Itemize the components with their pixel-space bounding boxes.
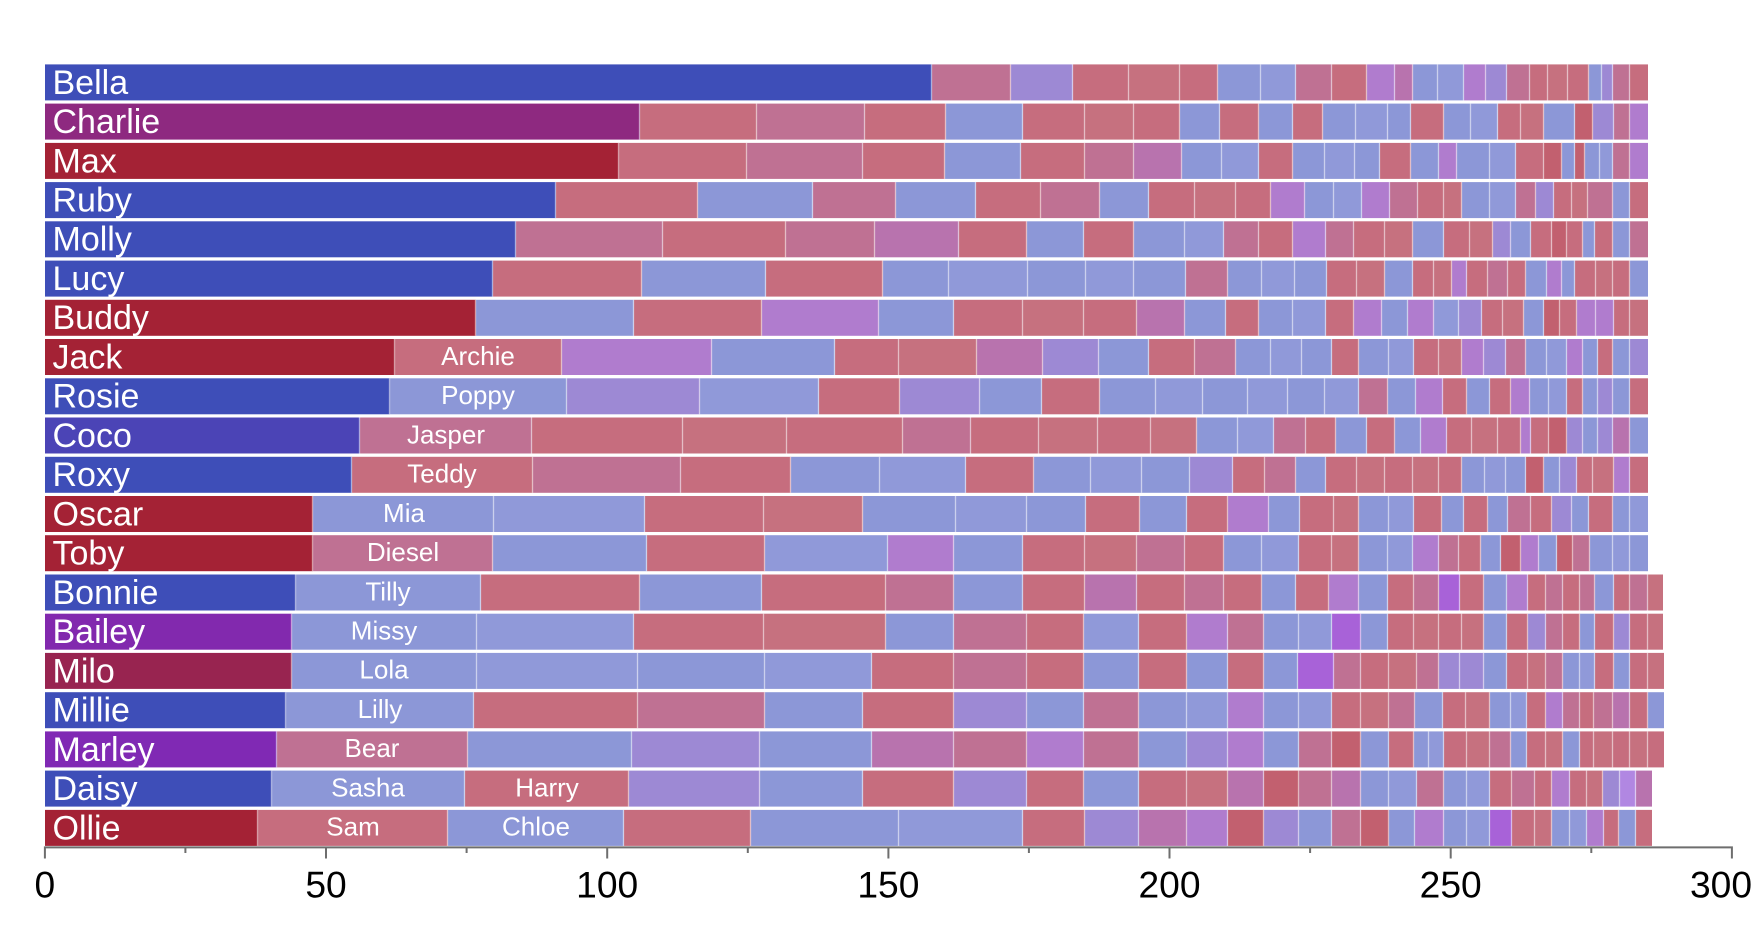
svg-text:Sam: Sam xyxy=(326,812,379,842)
svg-text:Rosie: Rosie xyxy=(53,378,140,416)
svg-text:100: 100 xyxy=(576,863,638,905)
svg-text:Lilly: Lilly xyxy=(358,694,403,724)
svg-text:Bear: Bear xyxy=(345,733,400,763)
svg-text:Chloe: Chloe xyxy=(502,812,570,842)
svg-text:Teddy: Teddy xyxy=(407,459,476,489)
svg-text:Millie: Millie xyxy=(53,692,130,730)
svg-text:Lola: Lola xyxy=(359,655,409,685)
svg-text:Sasha: Sasha xyxy=(331,772,405,802)
svg-text:200: 200 xyxy=(1138,863,1200,905)
svg-text:Toby: Toby xyxy=(53,535,125,573)
svg-text:Oscar: Oscar xyxy=(53,495,144,533)
svg-text:Mia: Mia xyxy=(383,498,425,528)
svg-text:Marley: Marley xyxy=(53,731,155,769)
svg-text:150: 150 xyxy=(857,863,919,905)
svg-text:Ruby: Ruby xyxy=(53,182,132,220)
svg-text:Bailey: Bailey xyxy=(53,613,146,651)
svg-text:Tilly: Tilly xyxy=(365,576,410,606)
svg-text:Jasper: Jasper xyxy=(407,419,485,449)
svg-text:Coco: Coco xyxy=(53,417,132,455)
svg-text:Buddy: Buddy xyxy=(53,299,149,337)
svg-text:0: 0 xyxy=(35,863,56,905)
svg-text:Molly: Molly xyxy=(53,221,132,259)
svg-text:Lucy: Lucy xyxy=(53,260,125,298)
svg-text:250: 250 xyxy=(1420,863,1482,905)
svg-text:Jack: Jack xyxy=(53,338,124,376)
svg-text:Missy: Missy xyxy=(351,616,417,646)
svg-text:Ollie: Ollie xyxy=(53,809,121,847)
svg-text:300: 300 xyxy=(1690,863,1752,905)
svg-text:Diesel: Diesel xyxy=(367,537,439,567)
svg-text:Bella: Bella xyxy=(53,64,129,102)
svg-text:Milo: Milo xyxy=(53,652,115,690)
svg-text:50: 50 xyxy=(305,863,346,905)
svg-text:Daisy: Daisy xyxy=(53,770,138,808)
svg-text:Charlie: Charlie xyxy=(53,103,161,141)
svg-text:Archie: Archie xyxy=(441,341,515,371)
svg-text:Bonnie: Bonnie xyxy=(53,574,159,612)
svg-text:Roxy: Roxy xyxy=(53,456,130,494)
svg-text:Poppy: Poppy xyxy=(441,380,515,410)
svg-text:Max: Max xyxy=(53,142,117,180)
svg-text:Harry: Harry xyxy=(515,772,579,802)
